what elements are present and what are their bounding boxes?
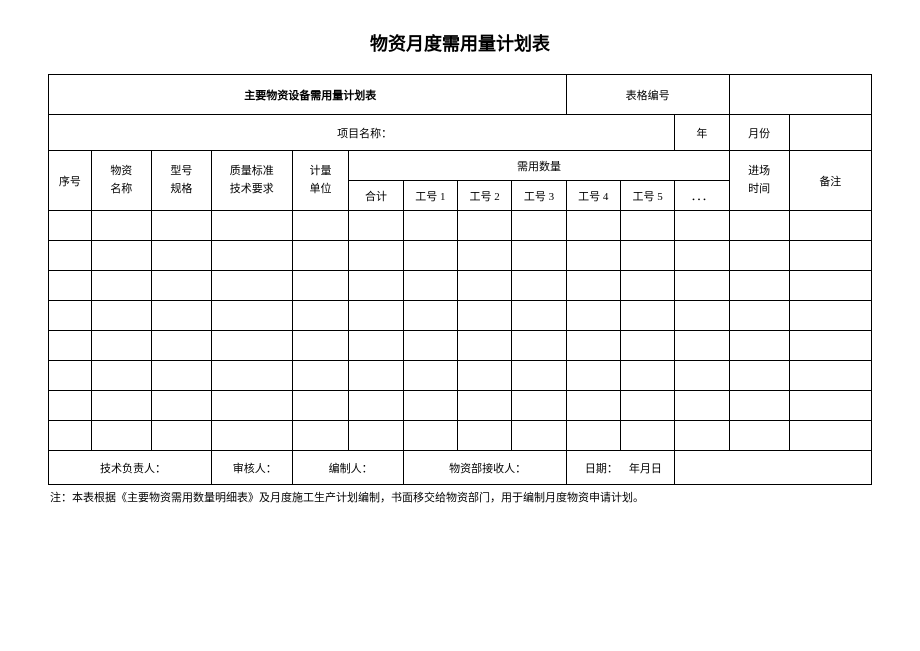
hdr-g2: 工号 2 — [457, 181, 511, 211]
table-row — [49, 331, 872, 361]
sig-date-value: 年月日 — [629, 463, 662, 475]
hdr-g3: 工号 3 — [512, 181, 566, 211]
year-month-blank — [789, 115, 871, 151]
table-row — [49, 211, 872, 241]
form-number-label: 表格编号 — [566, 75, 729, 115]
header-row-1: 序号 物资 名称 型号 规格 质量标准 技术要求 计量 单位 需用数量 进场 时… — [49, 151, 872, 181]
plan-table: 主要物资设备需用量计划表 表格编号 项目名称： 年 月份 序号 物资 名称 型号… — [48, 74, 872, 485]
hdr-g1: 工号 1 — [403, 181, 457, 211]
sig-date: 日期： 年月日 — [566, 451, 675, 485]
hdr-unit-l1: 计量 — [309, 165, 331, 177]
hdr-quality-l2: 技术要求 — [230, 183, 274, 195]
hdr-spec-l2: 规格 — [170, 183, 192, 195]
doc-title: 物资月度需用量计划表 — [48, 30, 872, 56]
table-row — [49, 271, 872, 301]
project-row: 项目名称： 年 月份 — [49, 115, 872, 151]
footnote: 注：本表根据《主要物资需用数量明细表》及月度施工生产计划编制，书面移交给物资部门… — [48, 489, 872, 505]
table-row — [49, 301, 872, 331]
hdr-unit: 计量 单位 — [292, 151, 349, 211]
hdr-material-name: 物资 名称 — [91, 151, 151, 211]
hdr-more: ．．． — [675, 181, 729, 211]
hdr-unit-l2: 单位 — [309, 183, 331, 195]
hdr-total: 合计 — [349, 181, 403, 211]
month-label: 月份 — [729, 115, 789, 151]
hdr-qty-group: 需用数量 — [349, 151, 729, 181]
form-number-value — [729, 75, 871, 115]
sig-tech-lead: 技术负责人： — [49, 451, 212, 485]
hdr-remark: 备注 — [789, 151, 871, 211]
title-row: 主要物资设备需用量计划表 表格编号 — [49, 75, 872, 115]
hdr-g4: 工号 4 — [566, 181, 620, 211]
hdr-spec: 型号 规格 — [151, 151, 211, 211]
sig-receiver: 物资部接收人： — [403, 451, 566, 485]
signature-row: 技术负责人： 审核人： 编制人： 物资部接收人： 日期： 年月日 — [49, 451, 872, 485]
hdr-arrive-l2: 时间 — [748, 183, 770, 195]
table-row — [49, 391, 872, 421]
sig-compiler: 编制人： — [292, 451, 403, 485]
document-page: 物资月度需用量计划表 主要物资设备需用量计划表 表格编号 项目名称： — [0, 0, 920, 505]
hdr-seq: 序号 — [49, 151, 92, 211]
year-label: 年 — [675, 115, 729, 151]
sig-date-label: 日期： — [585, 463, 618, 475]
hdr-arrive-l1: 进场 — [748, 165, 770, 177]
sig-reviewer: 审核人： — [211, 451, 292, 485]
project-label: 项目名称： — [49, 115, 675, 151]
table-row — [49, 241, 872, 271]
hdr-quality: 质量标准 技术要求 — [211, 151, 292, 211]
subtitle-cell: 主要物资设备需用量计划表 — [49, 75, 567, 115]
hdr-material-name-l1: 物资 — [110, 165, 132, 177]
hdr-g5: 工号 5 — [620, 181, 674, 211]
table-row — [49, 361, 872, 391]
hdr-quality-l1: 质量标准 — [230, 165, 274, 177]
hdr-spec-l1: 型号 — [170, 165, 192, 177]
sig-blank — [675, 451, 872, 485]
hdr-material-name-l2: 名称 — [110, 183, 132, 195]
hdr-arrive: 进场 时间 — [729, 151, 789, 211]
table-row — [49, 421, 872, 451]
